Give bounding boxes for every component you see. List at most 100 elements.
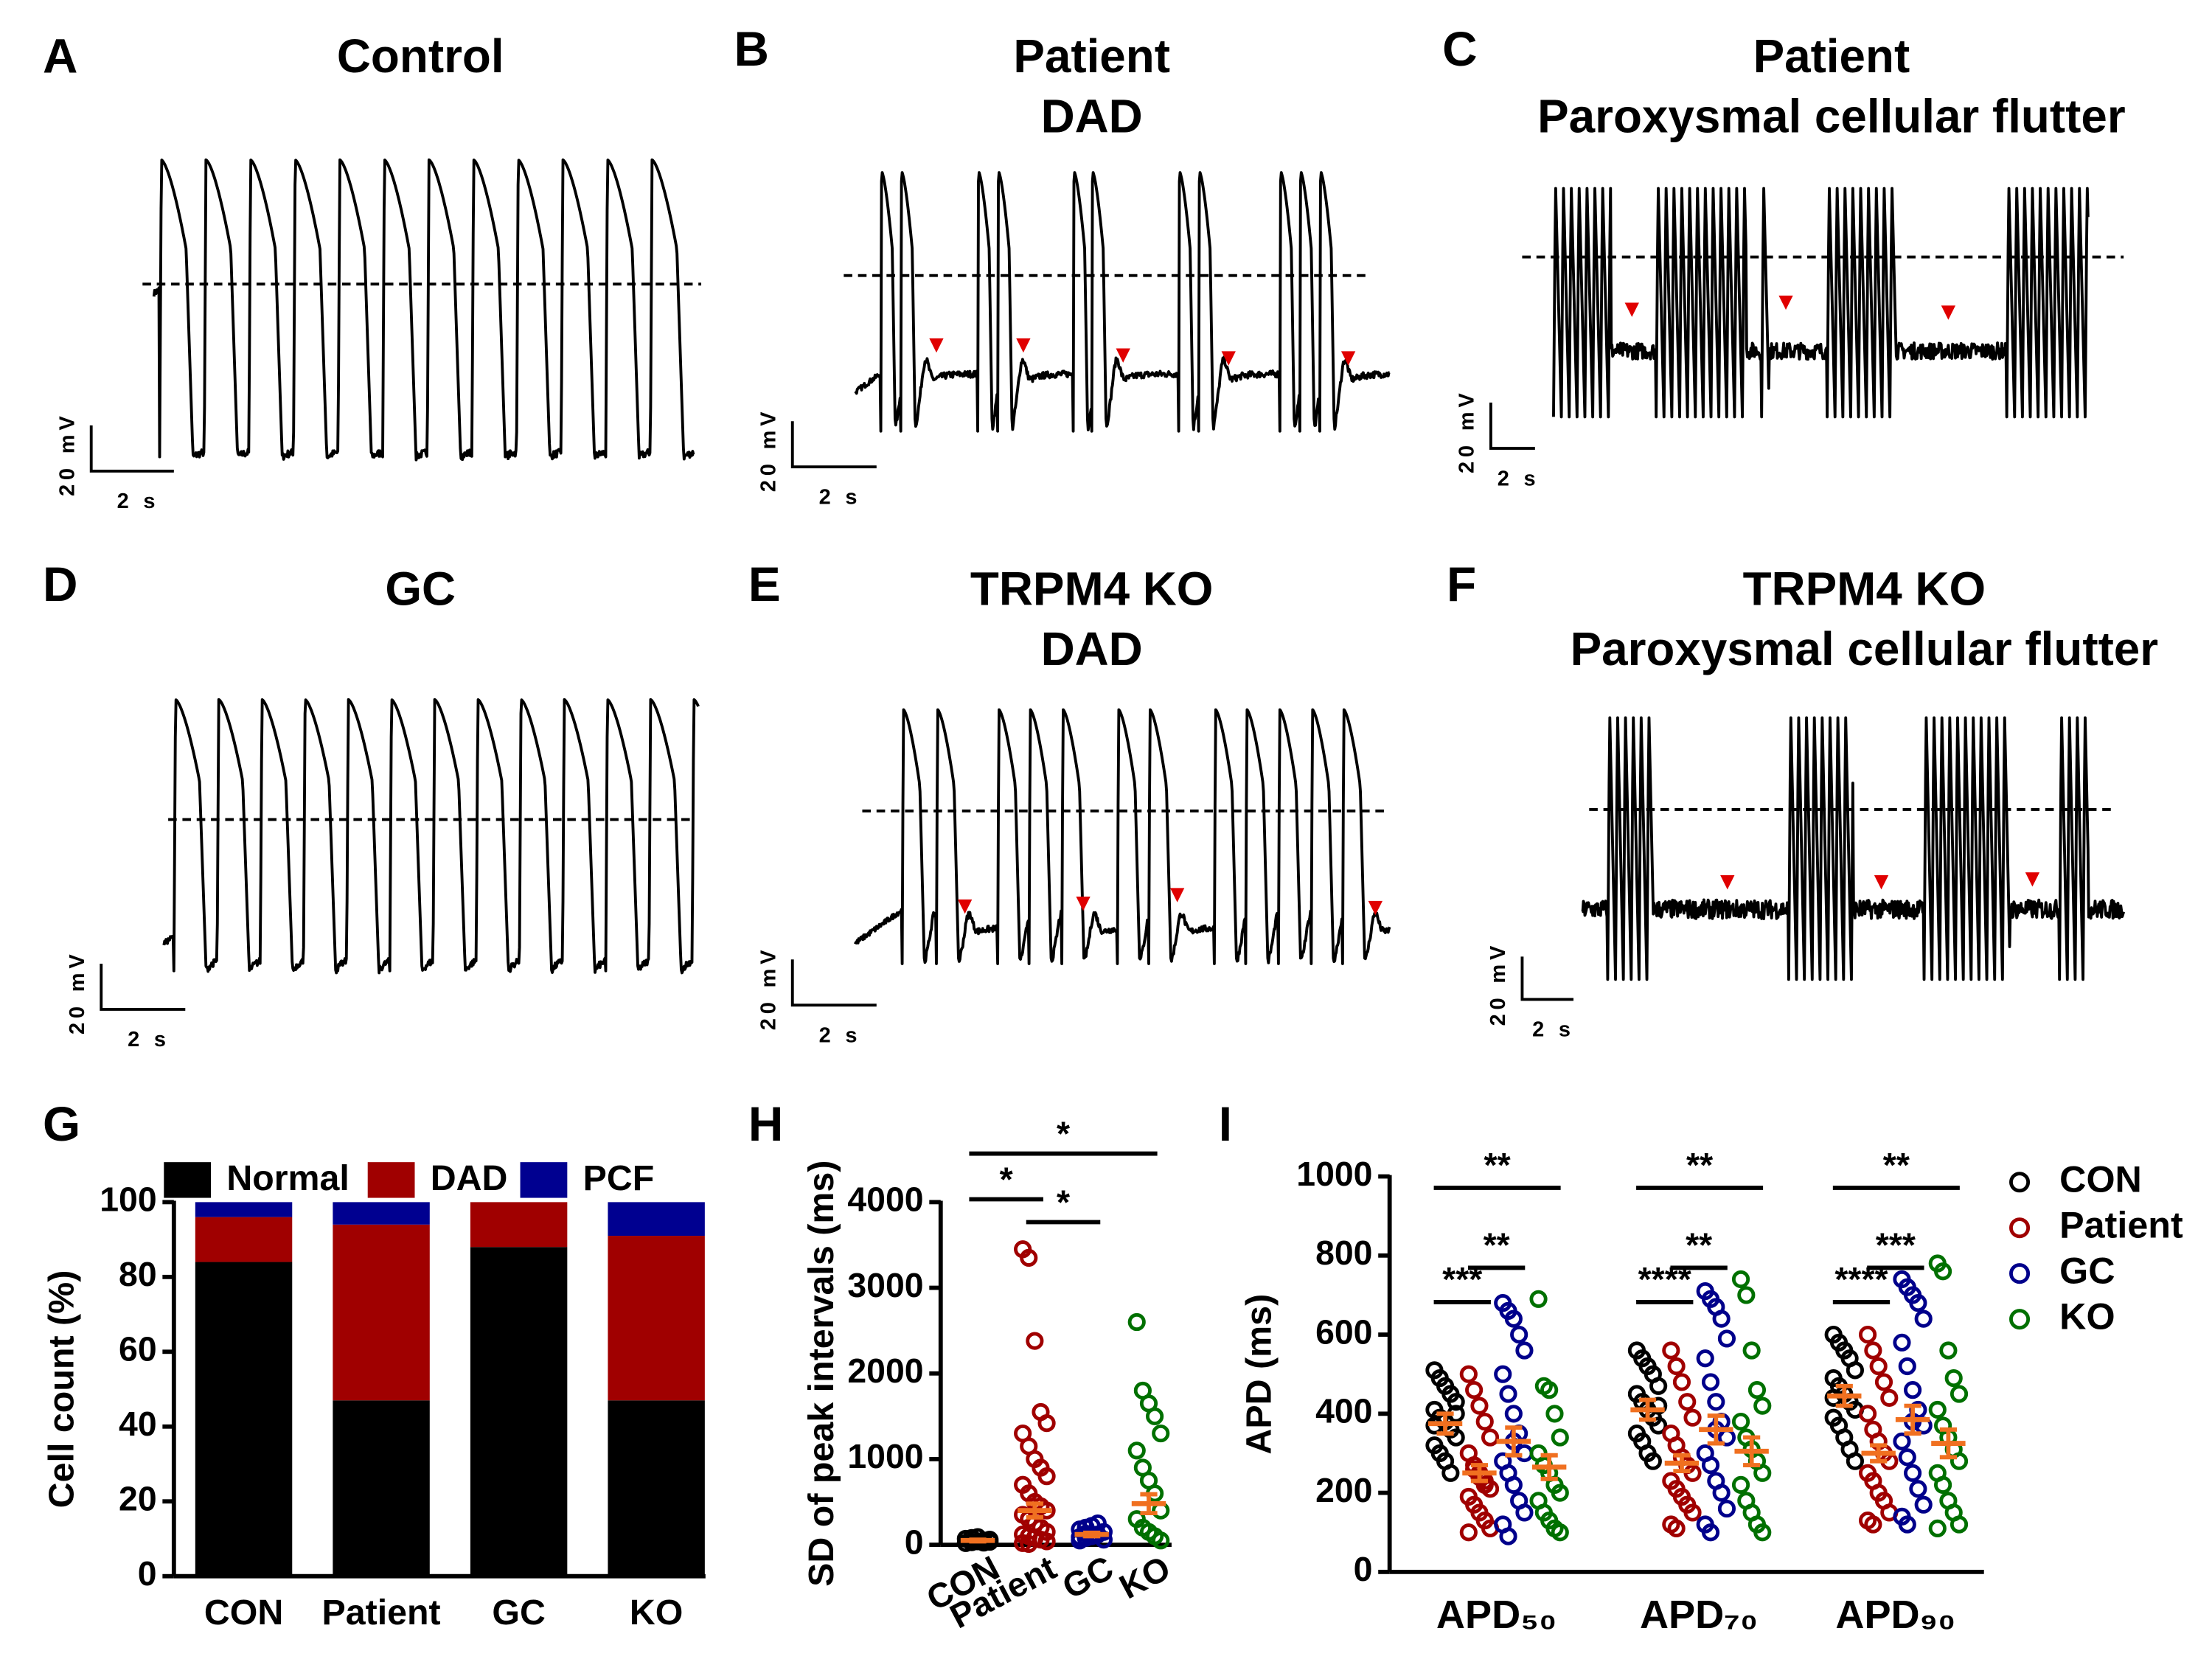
scale-voltage: 20 mV <box>1455 389 1479 473</box>
bar-segment <box>195 1262 293 1576</box>
voltage-trace <box>162 698 700 975</box>
dad-arrow <box>1720 874 1735 890</box>
scale-time: 2 s <box>117 490 160 513</box>
data-point <box>1026 1332 1044 1350</box>
data-point <box>1481 1428 1500 1447</box>
data-point <box>1540 1381 1559 1399</box>
data-point <box>1475 1475 1494 1494</box>
scale-voltage: 20 mV <box>757 946 780 1031</box>
scale-voltage: 20 mV <box>757 408 780 493</box>
significance-label: * <box>1000 1161 1014 1199</box>
data-point <box>1903 1381 1922 1399</box>
bar-segment <box>333 1224 430 1401</box>
data-point <box>1499 1527 1517 1545</box>
dad-arrow <box>1016 338 1031 353</box>
data-point <box>1893 1333 1911 1352</box>
scale-voltage: 20 mV <box>66 950 89 1034</box>
data-point <box>1441 1464 1460 1482</box>
data-point <box>1944 1368 1963 1388</box>
data-point <box>1551 1484 1569 1502</box>
data-point <box>1152 1424 1170 1443</box>
bar-segment <box>470 1202 568 1248</box>
legend-label: Patient <box>2059 1203 2183 1245</box>
legend-marker <box>2009 1217 2031 1239</box>
voltage-trace <box>854 708 1391 965</box>
x-tick-label: APD₇₀ <box>1640 1593 1758 1637</box>
data-point <box>1753 1397 1772 1415</box>
legend-marker <box>2009 1309 2031 1330</box>
y-tick-label: 0 <box>138 1554 157 1593</box>
data-point <box>1737 1286 1756 1304</box>
data-point <box>1504 1405 1523 1423</box>
dad-arrow <box>1116 348 1130 363</box>
significance-label: ** <box>1686 1146 1714 1184</box>
panel-title: Paroxysmal cellular flutter <box>1537 89 2126 142</box>
scale-bar <box>1520 956 1574 1001</box>
data-point <box>1020 1534 1038 1554</box>
significance-label: *** <box>1876 1226 1916 1265</box>
data-point <box>1934 1262 1952 1281</box>
data-point <box>1939 1341 1958 1360</box>
data-point <box>1475 1412 1494 1431</box>
significance-label: ** <box>1484 1226 1511 1265</box>
bar-segment <box>195 1202 293 1217</box>
data-point <box>1667 1357 1686 1376</box>
data-point <box>1510 1325 1528 1344</box>
data-point <box>1742 1341 1761 1360</box>
y-tick-label: 100 <box>100 1180 156 1219</box>
data-point <box>1846 1361 1864 1380</box>
data-point <box>1515 1341 1534 1360</box>
data-point <box>1707 1393 1725 1411</box>
data-point <box>1465 1381 1484 1399</box>
data-point <box>1683 1503 1702 1522</box>
bar-segment <box>608 1202 705 1237</box>
data-point <box>1037 1532 1056 1551</box>
data-point <box>1649 1397 1668 1415</box>
data-point <box>1644 1452 1662 1470</box>
data-point <box>1701 1523 1720 1542</box>
bar-segment <box>608 1236 705 1401</box>
y-tick-label: 1000 <box>847 1437 923 1475</box>
data-point <box>1880 1388 1899 1407</box>
dad-arrow <box>1340 351 1356 366</box>
scale-time: 2 s <box>819 485 862 509</box>
data-point <box>1717 1329 1736 1348</box>
data-point <box>1898 1357 1916 1376</box>
y-tick-label: 800 <box>1315 1234 1372 1272</box>
data-point <box>1146 1407 1164 1425</box>
panel-letter: E <box>748 557 781 611</box>
x-tick-label: APD₅₀ <box>1436 1593 1557 1637</box>
legend-marker <box>2009 1172 2031 1193</box>
voltage-trace <box>854 171 1391 433</box>
data-point <box>1551 1523 1569 1542</box>
data-point <box>1898 1448 1916 1467</box>
legend-label: GC <box>2059 1249 2115 1291</box>
data-point <box>1753 1464 1772 1482</box>
data-point <box>1470 1397 1489 1415</box>
data-point <box>1649 1377 1668 1395</box>
x-tick-label: CON <box>204 1593 283 1632</box>
data-point <box>1447 1428 1465 1447</box>
panel-title: Patient <box>1013 29 1170 83</box>
dad-arrow <box>1874 874 1889 890</box>
data-point <box>1712 1310 1731 1328</box>
dad-arrow <box>929 338 944 353</box>
data-point <box>1504 1475 1523 1494</box>
y-tick-label: 2000 <box>847 1352 923 1390</box>
scale-time: 2 s <box>1532 1018 1575 1042</box>
data-point <box>1934 1475 1952 1494</box>
panel-letter: I <box>1219 1096 1232 1151</box>
data-point <box>1529 1290 1548 1308</box>
y-tick-label: 200 <box>1315 1471 1372 1509</box>
dad-arrow <box>957 899 973 914</box>
data-point <box>1731 1412 1750 1431</box>
x-tick-label: KO <box>1113 1548 1177 1607</box>
scale-bar <box>100 964 186 1011</box>
data-point <box>1731 1475 1750 1494</box>
data-point <box>1869 1357 1888 1376</box>
scale-bar <box>790 421 877 469</box>
data-point <box>1672 1373 1691 1391</box>
data-point <box>1701 1455 1720 1475</box>
